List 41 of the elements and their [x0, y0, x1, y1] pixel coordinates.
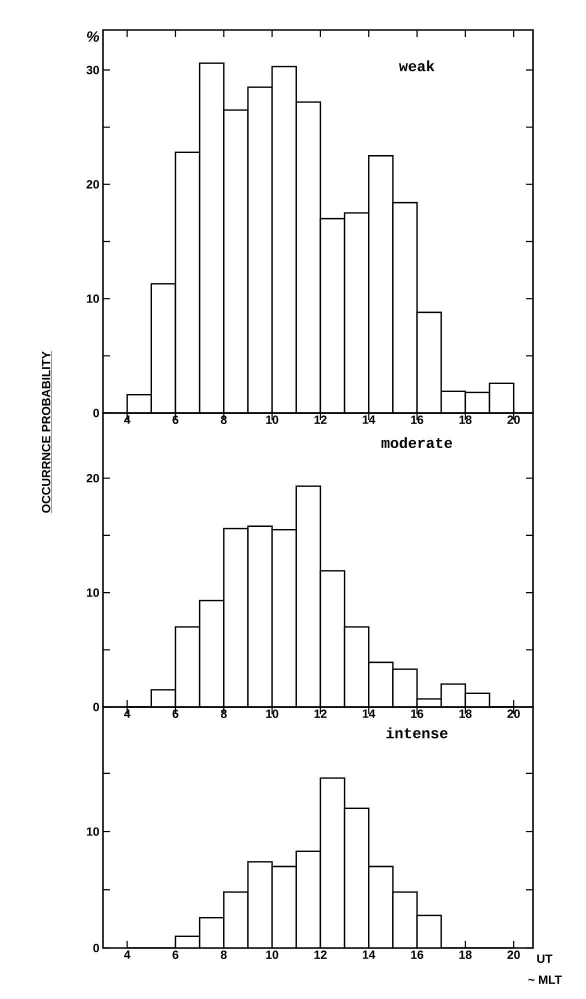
x-tick-label: 14 — [362, 416, 376, 424]
x-tick-label: 20 — [507, 710, 520, 718]
x-tick-label: 4 — [124, 710, 130, 718]
x-tick-label: 8 — [220, 710, 227, 718]
y-axis-title: OCCURRNCE PROBABILITY — [42, 351, 50, 513]
text: ~ MLT — [528, 976, 562, 984]
x-tick-label: 4 — [124, 950, 130, 959]
text: % — [87, 31, 100, 42]
x-tick-label: 10 — [266, 710, 278, 718]
annotation: intense — [386, 727, 448, 738]
x-tick-label: 20 — [507, 416, 520, 424]
y-tick-label: 0 — [93, 702, 99, 712]
x-tick-label: 8 — [220, 416, 227, 424]
x-tick-label: 8 — [220, 950, 227, 959]
x-axis-title: UT — [537, 954, 552, 963]
x-tick-label: 16 — [411, 710, 424, 718]
x-tick-label: 10 — [266, 950, 278, 959]
y-tick-label: 0 — [93, 944, 99, 952]
y-tick-label: 20 — [86, 180, 99, 189]
x-tick-label: 18 — [459, 710, 472, 718]
x-tick-label: 12 — [314, 710, 327, 718]
y-tick-label: 20 — [86, 474, 99, 482]
x-tick-label: 4 — [124, 416, 130, 424]
x-tick-label: 14 — [362, 950, 376, 959]
y-tick-label: 0 — [93, 408, 99, 418]
annotation: weak — [399, 60, 434, 72]
annotation: moderate — [382, 437, 452, 448]
x-tick-label: 20 — [507, 950, 520, 959]
x-tick-label: 12 — [314, 416, 327, 424]
x-tick-label: 18 — [459, 416, 472, 424]
y-tick-label: 10 — [86, 827, 99, 836]
x-tick-label: 10 — [266, 416, 278, 424]
x-tick-label: 16 — [411, 950, 424, 959]
x-tick-label: 6 — [172, 950, 178, 959]
y-tick-label: 30 — [86, 66, 99, 74]
x-tick-label: 16 — [411, 416, 424, 424]
x-tick-label: 18 — [459, 950, 472, 959]
y-tick-label: 10 — [86, 294, 99, 303]
x-tick-label: 12 — [314, 950, 327, 959]
x-tick-label: 14 — [362, 710, 376, 718]
y-tick-label: 10 — [86, 588, 99, 597]
